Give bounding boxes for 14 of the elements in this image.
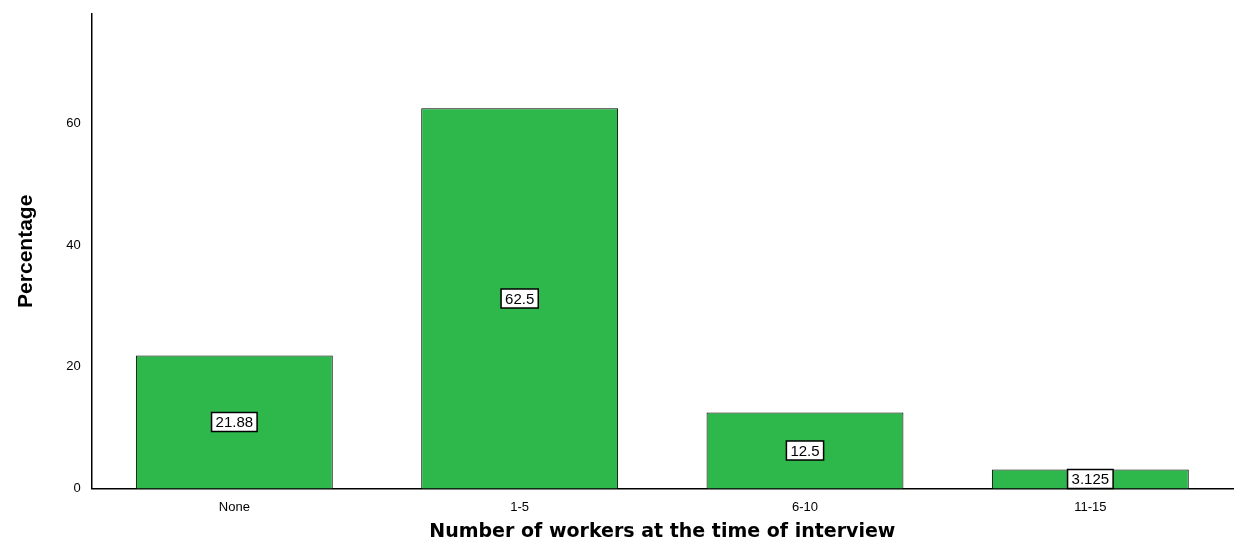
data-label: 21.88 <box>215 413 254 431</box>
x-tick-label: None <box>218 498 250 514</box>
y-tick-label: 40 <box>66 236 81 252</box>
y-tick-label: 60 <box>66 115 81 131</box>
x-tick-label: 11-15 <box>1074 498 1107 514</box>
data-label: 62.5 <box>505 289 535 307</box>
x-tick-label: 1-5 <box>510 498 530 514</box>
data-label: 3.125 <box>1071 470 1110 488</box>
y-tick-label: 0 <box>73 480 81 496</box>
x-tick-label: 6-10 <box>791 498 819 514</box>
y-tick-label: 20 <box>66 358 81 374</box>
y-axis-title: Percentage <box>13 194 37 308</box>
data-label: 12.5 <box>790 441 820 459</box>
x-axis-title: Number of workers at the time of interview <box>429 518 896 541</box>
